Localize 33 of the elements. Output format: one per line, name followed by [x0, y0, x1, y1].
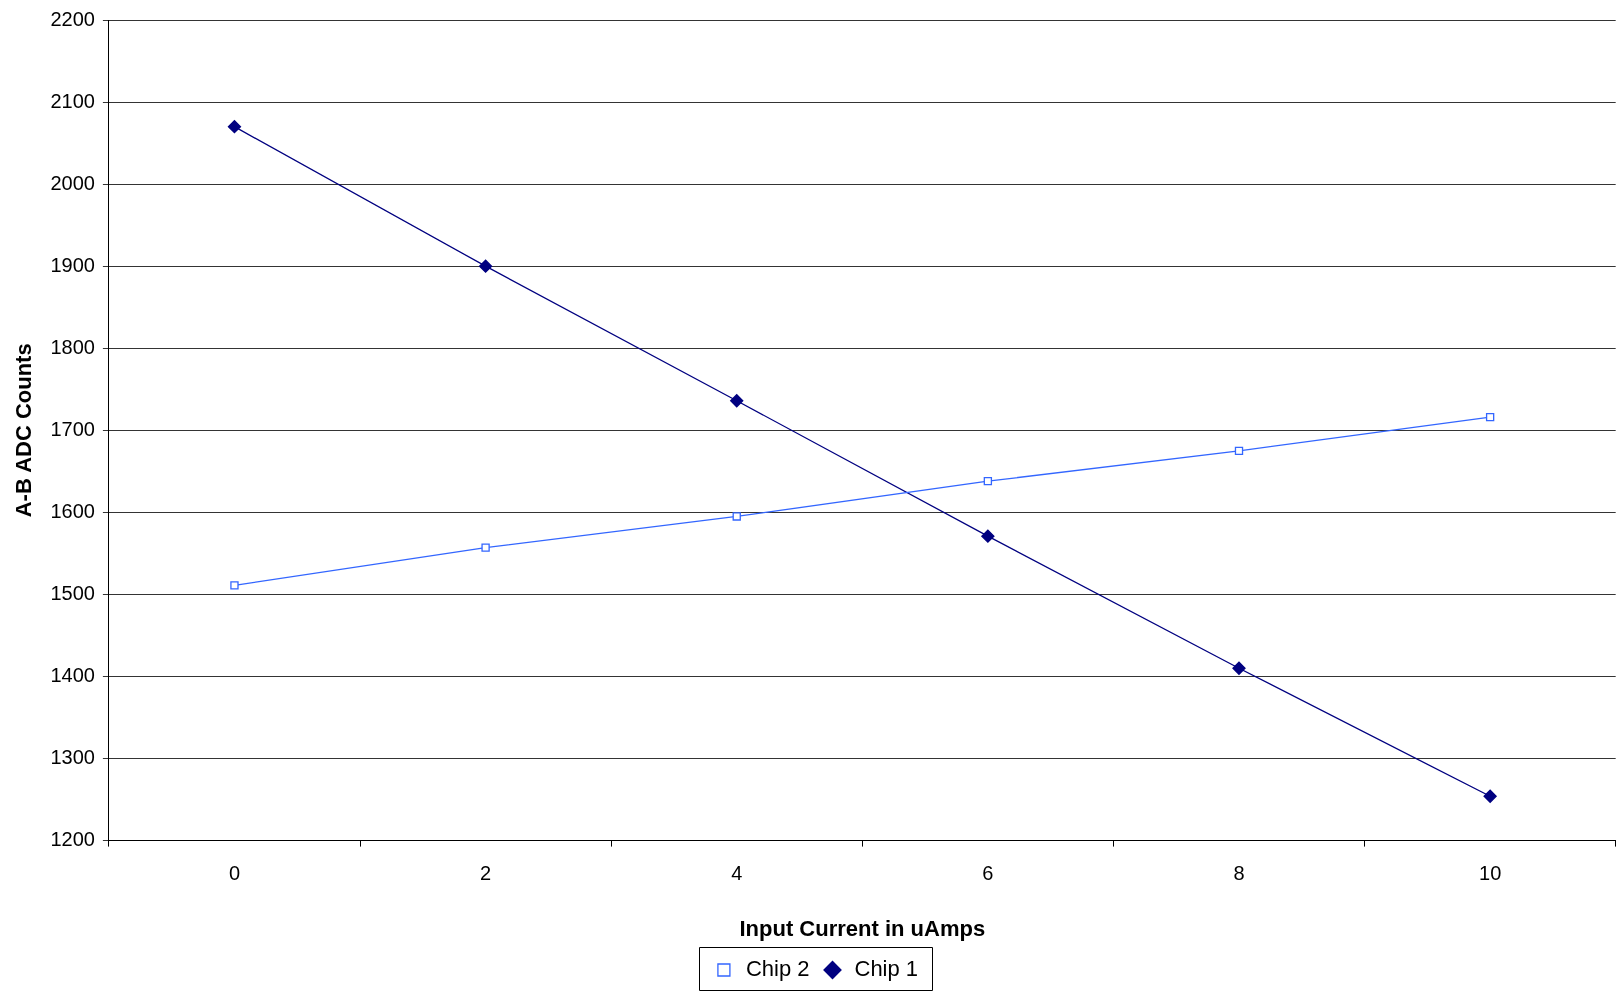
y-tick-label: 1300	[50, 746, 95, 769]
point	[732, 512, 741, 521]
point	[227, 120, 242, 134]
x-axis-title: Input Current in uAmps	[739, 915, 986, 941]
point	[478, 259, 493, 273]
x-tick-label: 10	[1479, 862, 1502, 885]
y-tick-label: 1200	[50, 828, 95, 851]
y-tick-label: 1600	[50, 499, 95, 522]
y-tick-label: 1700	[50, 417, 95, 440]
point	[1234, 446, 1244, 455]
point	[981, 529, 995, 543]
y-tick-label: 2200	[50, 7, 95, 30]
y-tick-label: 1800	[50, 335, 95, 358]
point	[983, 476, 993, 486]
y-axis-title: A-B ADC Counts	[11, 343, 37, 518]
y-tick-label: 2000	[50, 171, 95, 194]
legend-label: Chip 2	[745, 956, 810, 982]
y-tick-label: 2100	[50, 89, 95, 112]
y-tick-label: 1900	[50, 253, 95, 276]
point	[1485, 412, 1495, 422]
y-tick-label: 1500	[50, 581, 95, 604]
y-tick-label: 1400	[50, 664, 95, 686]
point	[230, 581, 239, 590]
legend-label: Chip 1	[854, 956, 919, 982]
x-tick-label: 8	[1233, 862, 1245, 885]
point	[1483, 789, 1497, 803]
x-tick-label: 0	[228, 862, 241, 885]
x-tick-label: 2	[480, 862, 492, 885]
point	[730, 394, 744, 408]
point	[1232, 661, 1246, 675]
x-tick-label: 6	[982, 862, 994, 885]
point	[481, 543, 490, 552]
x-tick-label: 4	[731, 862, 743, 885]
